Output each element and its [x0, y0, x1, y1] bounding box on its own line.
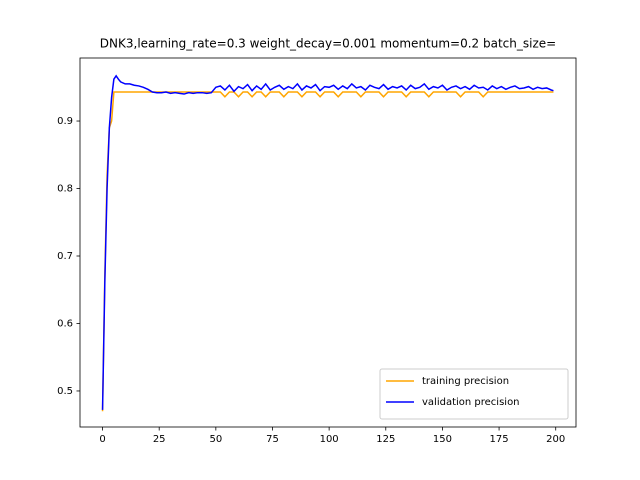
data-line — [101, 74, 554, 410]
x-tick-label: 175 — [490, 434, 509, 445]
x-tick-label: 150 — [433, 434, 452, 445]
legend-label: validation precision — [422, 397, 520, 408]
y-tick-label: 0.6 — [57, 318, 73, 329]
y-tick-label: 0.5 — [57, 386, 73, 397]
x-tick-label: 100 — [320, 434, 339, 445]
x-tick-label: 50 — [209, 434, 222, 445]
legend-label: training precision — [422, 376, 509, 387]
plot-frame — [79, 57, 577, 428]
x-tick-label: 200 — [546, 434, 565, 445]
legend-box — [379, 368, 569, 420]
x-tick-label: 75 — [266, 434, 279, 445]
x-tick-label: 125 — [376, 434, 395, 445]
x-tick-label: 25 — [153, 434, 166, 445]
y-tick-label: 0.9 — [57, 116, 73, 127]
y-tick-label: 0.7 — [57, 251, 73, 262]
x-tick-label: 0 — [99, 434, 105, 445]
y-tick-label: 0.8 — [57, 184, 73, 195]
chart-title: DNK3,learning_rate=0.3 weight_decay=0.00… — [100, 37, 556, 51]
